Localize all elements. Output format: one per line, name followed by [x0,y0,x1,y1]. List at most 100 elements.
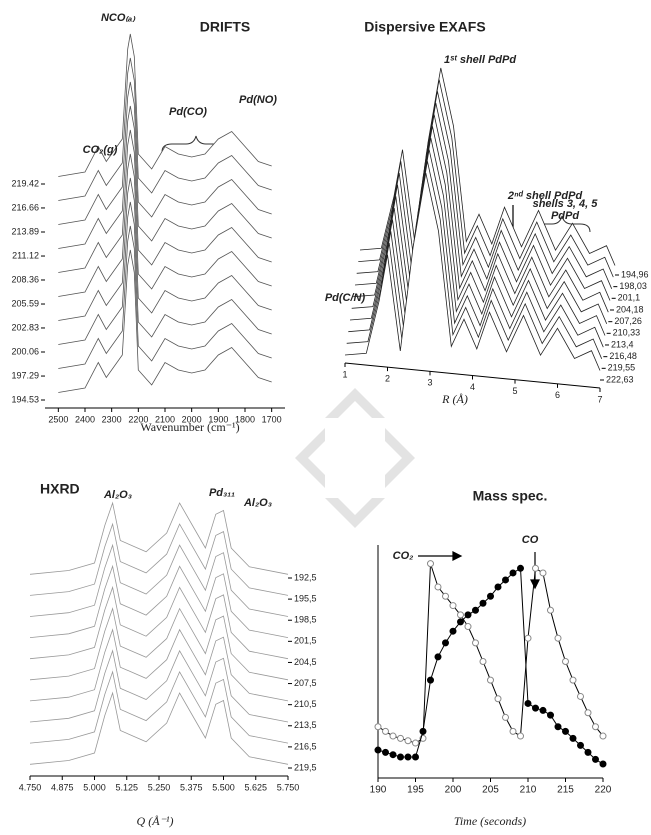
trace [351,126,608,324]
marker [547,606,554,614]
marker [457,618,464,626]
z-tick-label: 194,96 [621,269,649,279]
z-tick-label: 192,5 [294,572,317,582]
marker [584,748,592,756]
marker [389,751,397,759]
z-tick-label: 216.66 [11,202,39,212]
panel-title: DRIFTS [200,19,251,35]
marker [494,583,502,591]
x-tick-label: 2300 [102,414,122,424]
z-tick-label: 198,03 [619,281,647,291]
trace [58,249,272,393]
trace [29,670,289,744]
trace [29,691,289,765]
marker [487,676,494,684]
marker [427,560,434,568]
z-tick-label: 219,55 [608,363,636,373]
annotation: Pd(C/N) [325,292,366,304]
marker [502,713,509,721]
trace [29,564,289,638]
marker [539,706,547,714]
annotation: Pd(CO) [169,106,207,118]
marker [539,569,547,577]
trace-mask [58,250,272,400]
marker [374,746,382,754]
marker [479,599,487,607]
marker [464,623,472,631]
trace-mask [58,154,272,305]
z-tick-label: 197.29 [11,370,39,380]
marker [404,737,412,745]
marker [412,739,419,747]
x-tick-label: 6 [555,390,560,400]
x-tick-label: 205 [482,785,499,796]
marker [442,592,449,600]
z-tick-label: 216,48 [609,351,637,361]
x-tick-label: 7 [597,394,602,404]
marker [577,692,584,700]
marker [397,734,404,742]
trace-mask [58,178,272,328]
x-tick-label: 5 [512,386,517,396]
marker [569,676,577,684]
z-tick-label: 194.53 [11,394,39,404]
annotation: 2ⁿᵈ shell PdPd [507,190,583,202]
marker [434,583,442,591]
trace [58,177,272,321]
marker [472,606,479,614]
marker [524,699,532,707]
marker [442,639,449,647]
z-tick-label: 204,5 [294,657,317,667]
marker [487,592,494,600]
z-tick-label: 202.83 [11,322,39,332]
x-tick-label: 215 [557,785,574,796]
marker [404,753,412,761]
marker [532,564,539,572]
marker [577,741,584,749]
trace [29,628,289,702]
z-tick-label: 200.06 [11,346,39,356]
axis-label: Wavenumber (cm⁻¹) [140,420,239,434]
marker [449,602,457,610]
marker [434,653,442,661]
z-tick-label: 210,5 [294,699,317,709]
trace [353,114,609,313]
x-tick-label: 5.250 [148,782,171,792]
marker [517,732,524,740]
marker [592,755,599,763]
marker [554,634,562,642]
x-tick-label: 200 [445,785,462,796]
marker [464,611,472,619]
trace [29,585,289,660]
x-tick-label: 5.000 [83,782,106,792]
marker [517,564,524,572]
trace-mask [58,106,272,257]
x-tick-label: 2000 [182,414,202,424]
z-tick-label: 201,5 [294,636,317,646]
marker [562,727,569,735]
marker [532,704,539,712]
marker [419,727,427,735]
marker [427,676,434,684]
trace [58,105,272,249]
x-tick-label: 3 [427,378,432,388]
z-tick-label: 204,18 [616,304,644,314]
x-tick-label: 4 [470,382,475,392]
trace-mask [58,130,272,280]
annotation: PdPd [551,210,579,222]
trace-mask [58,202,272,353]
x-tick-label: 5.500 [212,782,235,792]
z-tick-label: 205.59 [11,298,39,308]
x-tick-label: 5.750 [277,782,300,792]
annotation: NCO₍ₐ₎ [101,12,135,24]
marker [412,753,419,761]
marker [382,727,389,735]
marker [479,658,487,665]
z-tick-label: 207,5 [294,678,317,688]
x-tick-label: 1900 [208,414,228,424]
x-tick-label: 4.750 [19,782,42,792]
marker [509,569,517,577]
x-tick-label: 4.875 [51,782,74,792]
annotation: CO₂(g) [83,144,118,156]
